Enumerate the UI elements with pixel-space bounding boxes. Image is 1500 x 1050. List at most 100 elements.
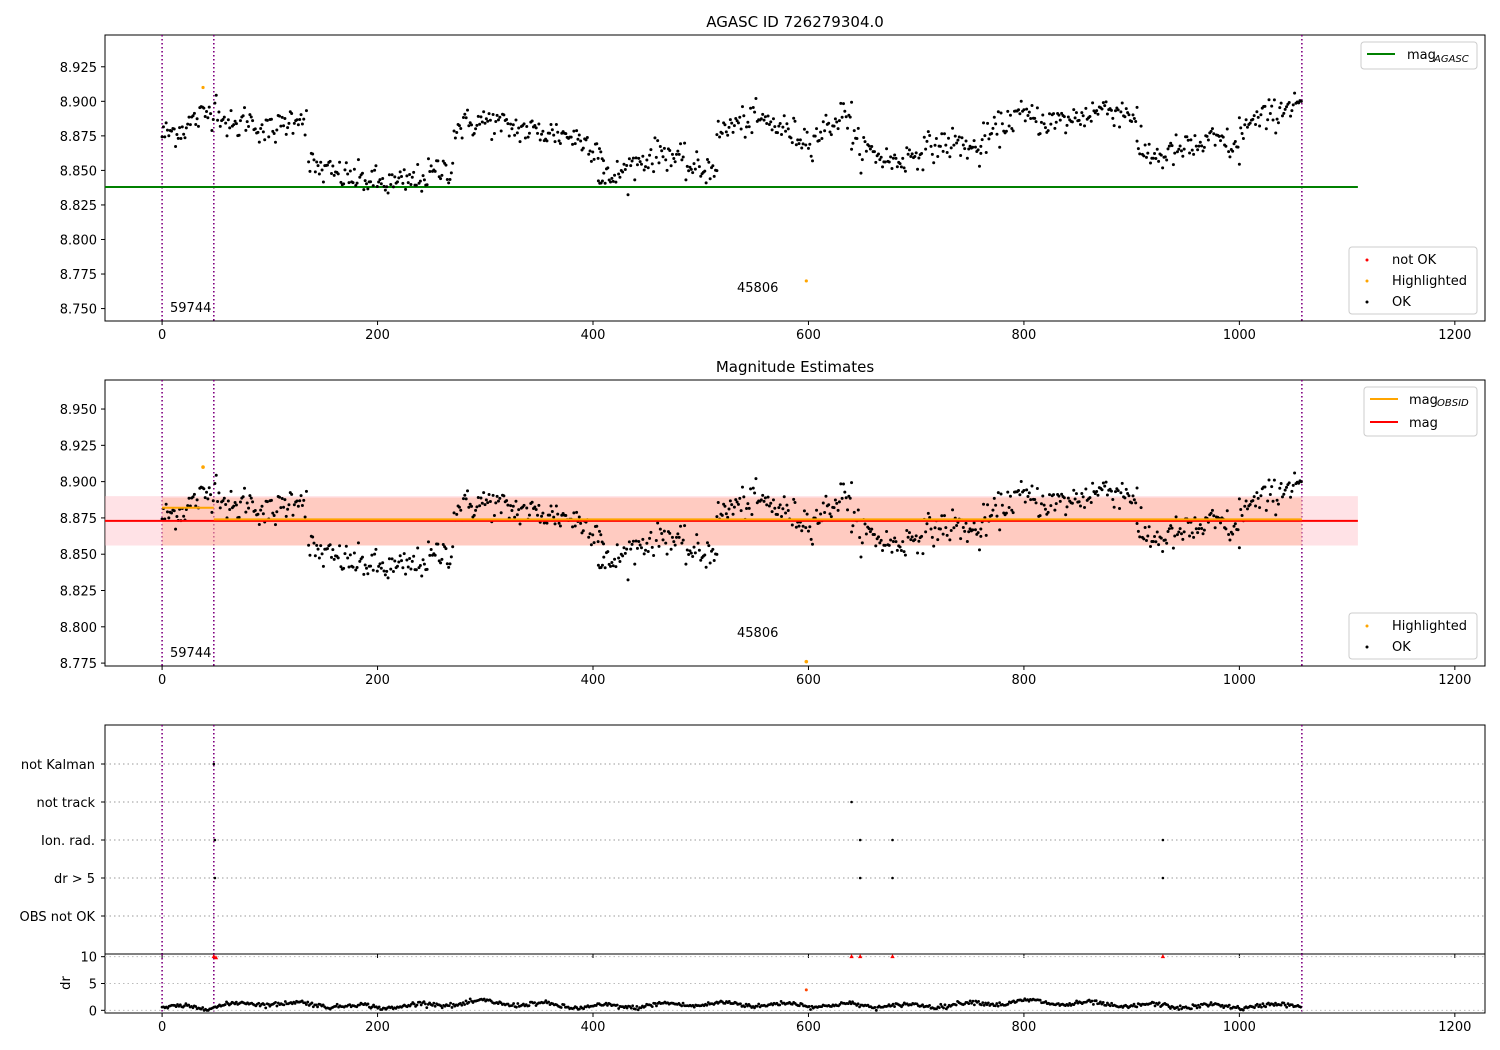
ok-point xyxy=(840,115,844,119)
ok-point xyxy=(1157,159,1161,163)
ok-point xyxy=(1163,538,1167,542)
ok-point xyxy=(890,550,894,554)
ok-point xyxy=(307,543,311,547)
dr-point xyxy=(778,1003,782,1007)
ok-point xyxy=(902,550,906,554)
ok-point xyxy=(1165,158,1169,162)
legend-highlighted: Highlighted xyxy=(1392,274,1467,289)
dr-point xyxy=(1282,1001,1286,1005)
ok-point xyxy=(160,135,164,139)
dr-point xyxy=(1279,1003,1283,1007)
ok-point xyxy=(891,156,895,160)
ok-point xyxy=(1004,129,1008,133)
dr-point xyxy=(1178,1004,1182,1008)
ok-point xyxy=(806,529,810,533)
ok-point xyxy=(238,119,242,123)
ok-point xyxy=(656,139,660,143)
ok-point xyxy=(214,473,218,477)
ok-point xyxy=(684,562,688,566)
dr-point xyxy=(1209,1001,1213,1004)
ok-point xyxy=(1264,508,1268,512)
ok-point xyxy=(369,180,373,184)
ok-point xyxy=(1109,108,1113,112)
ok-point xyxy=(1072,108,1076,112)
ok-point xyxy=(673,543,677,547)
ok-point xyxy=(1043,126,1047,130)
ok-point xyxy=(808,142,812,146)
ok-point xyxy=(895,165,899,169)
x-tick-label: 400 xyxy=(581,328,606,343)
ok-point xyxy=(1116,489,1120,493)
ok-point xyxy=(626,578,630,582)
ok-point xyxy=(629,547,633,551)
ok-point xyxy=(828,512,832,516)
ok-point xyxy=(1022,489,1026,493)
ok-point xyxy=(295,499,299,503)
ok-point xyxy=(644,548,648,552)
ok-point xyxy=(1219,139,1223,143)
ok-point xyxy=(534,508,538,512)
ok-point xyxy=(439,561,443,565)
ok-point xyxy=(397,560,401,564)
ok-point xyxy=(554,123,558,127)
ok-point xyxy=(1060,492,1064,496)
ok-point xyxy=(1293,471,1297,475)
ok-point xyxy=(920,534,924,538)
ok-point xyxy=(525,506,529,510)
ok-point xyxy=(679,524,683,528)
dr-point xyxy=(967,1002,971,1005)
ok-point xyxy=(650,545,654,549)
ok-point xyxy=(726,133,730,137)
ok-point xyxy=(802,509,806,513)
ok-point xyxy=(693,167,697,171)
ok-point xyxy=(273,140,277,144)
ok-point xyxy=(499,129,503,133)
dr-point xyxy=(450,1006,454,1009)
ok-point xyxy=(641,154,645,158)
ok-point xyxy=(170,129,174,133)
ok-point xyxy=(332,557,336,561)
ok-point xyxy=(160,517,164,521)
ok-point xyxy=(1078,123,1082,127)
ok-point xyxy=(272,132,276,136)
ok-point xyxy=(387,557,391,561)
dr-point xyxy=(418,1000,422,1004)
dr-point xyxy=(1153,1004,1157,1008)
ok-point xyxy=(402,552,406,556)
ok-point xyxy=(1255,110,1259,114)
ok-point xyxy=(827,503,831,507)
ok-point xyxy=(163,517,167,521)
ok-point xyxy=(976,148,980,152)
ok-point xyxy=(584,138,588,142)
ok-point xyxy=(209,112,213,116)
ok-point xyxy=(638,160,642,164)
ok-point xyxy=(265,118,269,122)
ok-point xyxy=(991,126,995,130)
ok-point xyxy=(206,116,210,120)
ok-point xyxy=(292,121,296,125)
ok-point xyxy=(778,121,782,125)
ok-point xyxy=(878,158,882,162)
ok-point xyxy=(588,532,592,536)
dr-point xyxy=(515,1005,518,1009)
ok-point xyxy=(206,497,210,501)
ok-point xyxy=(1224,527,1228,531)
ok-point xyxy=(696,158,700,162)
ok-point xyxy=(600,179,604,183)
x-tick-label: 600 xyxy=(796,328,821,343)
ok-point xyxy=(1196,531,1200,535)
ok-point xyxy=(746,502,750,506)
ok-point xyxy=(278,495,282,499)
ok-point xyxy=(1053,126,1057,130)
ok-point xyxy=(316,547,320,551)
ok-point xyxy=(662,529,666,533)
ok-point xyxy=(467,124,471,128)
ok-point xyxy=(515,513,519,517)
ok-point xyxy=(1192,152,1196,156)
ok-point xyxy=(661,155,665,159)
ok-point xyxy=(374,164,378,168)
ok-point xyxy=(879,155,883,159)
ok-point xyxy=(187,115,191,119)
ok-point xyxy=(850,100,854,104)
ok-point xyxy=(344,544,348,548)
